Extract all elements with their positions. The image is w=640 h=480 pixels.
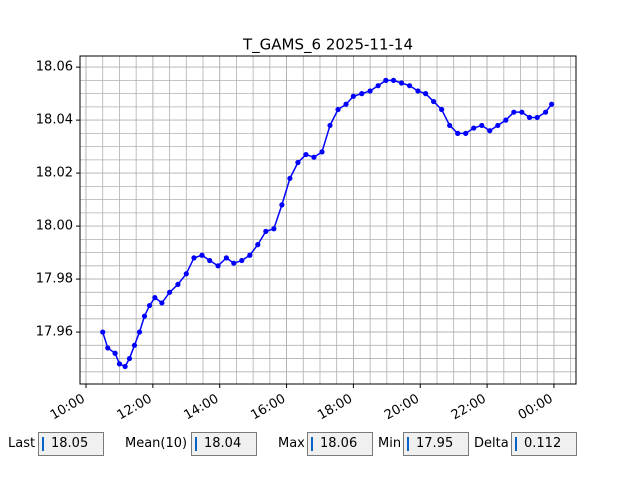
- data-point: [105, 345, 111, 351]
- data-point: [116, 361, 123, 367]
- status-label: Delta: [474, 436, 509, 451]
- data-point: [406, 83, 413, 89]
- data-point: [431, 98, 437, 105]
- data-point: [327, 122, 333, 129]
- data-point: [526, 114, 533, 121]
- x-tick-label: 14:00: [182, 392, 222, 424]
- status-value: 0.112: [511, 432, 577, 456]
- data-point: [215, 263, 221, 269]
- y-tick-label: 18.00: [36, 219, 73, 234]
- x-tick-label: 00:00: [516, 392, 556, 424]
- data-point: [112, 350, 118, 356]
- chart: T_GAMS_6 2025-11-14 17.96 17.98 18.00 18.02…: [36, 36, 577, 424]
- data-point: [359, 91, 365, 97]
- data-point: [447, 122, 453, 129]
- data-point: [152, 295, 158, 301]
- data-point: [263, 228, 269, 234]
- status-label: Mean(10): [125, 436, 188, 451]
- data-point: [375, 83, 381, 89]
- data-point: [367, 88, 373, 94]
- data-point: [287, 175, 293, 182]
- data-point: [175, 281, 181, 287]
- chart-title: T_GAMS_6 2025-11-14: [242, 36, 413, 55]
- data-point: [231, 260, 237, 266]
- data-point: [183, 271, 189, 277]
- data-point: [279, 202, 285, 208]
- data-point: [199, 252, 205, 258]
- data-point: [303, 151, 309, 158]
- data-point: [549, 101, 555, 107]
- data-point: [131, 342, 138, 348]
- data-point: [542, 109, 549, 115]
- data-point: [422, 91, 429, 97]
- data-point: [239, 257, 245, 264]
- data-point: [503, 117, 509, 123]
- x-tick-label: 20:00: [382, 392, 422, 424]
- data-point: [495, 122, 501, 129]
- data-point: [383, 77, 389, 83]
- data-point: [350, 93, 357, 99]
- data-point: [271, 226, 277, 232]
- status-value: 18.05: [38, 432, 104, 456]
- data-point: [159, 300, 165, 306]
- data-point: [471, 125, 477, 131]
- y-tick-label: 17.96: [36, 325, 73, 340]
- x-tick-label: 12:00: [115, 392, 155, 424]
- x-tick-label: 18:00: [315, 392, 355, 424]
- status-bar: Last 18.05 Mean(10) 18.04 Max 18.06 Min 17.95 De…: [0, 432, 640, 458]
- data-point: [146, 302, 153, 309]
- status-label: Min: [378, 436, 402, 451]
- data-point: [519, 109, 525, 115]
- data-point: [122, 363, 128, 370]
- data-point: [439, 106, 445, 113]
- data-point: [415, 88, 421, 94]
- y-tick-label: 17.98: [36, 272, 73, 287]
- x-tick-label: 10:00: [48, 392, 88, 424]
- status-label: Max: [278, 436, 305, 451]
- y-tick-label: 18.04: [36, 113, 73, 128]
- data-point: [398, 80, 405, 86]
- data-point: [487, 128, 493, 134]
- data-point: [479, 122, 485, 129]
- data-point: [247, 252, 253, 258]
- data-point: [191, 255, 197, 261]
- status-value: 18.06: [307, 432, 373, 456]
- status-label: Last: [8, 436, 36, 451]
- status-value: 18.04: [191, 432, 257, 456]
- data-point: [295, 159, 301, 166]
- plot-frame: [79, 55, 577, 385]
- data-point: [255, 242, 261, 248]
- x-tick-label: 22:00: [449, 392, 489, 424]
- data-point: [463, 130, 469, 136]
- y-tick-label: 18.06: [36, 60, 73, 75]
- data-point: [166, 289, 173, 295]
- data-point: [141, 313, 148, 319]
- data-point: [343, 101, 349, 107]
- data-point: [311, 154, 317, 160]
- data-point: [100, 329, 106, 335]
- x-tick-label: 16:00: [248, 392, 288, 424]
- data-point: [455, 130, 461, 136]
- data-point: [207, 257, 213, 264]
- data-point: [511, 109, 517, 115]
- data-point: [126, 355, 133, 362]
- data-point: [335, 106, 341, 113]
- data-point: [534, 114, 540, 121]
- data-point: [390, 77, 397, 83]
- data-point: [136, 329, 143, 335]
- data-line: [102, 79, 553, 368]
- data-point: [319, 149, 325, 155]
- y-tick-label: 18.02: [36, 166, 73, 181]
- status-value: 17.95: [403, 432, 469, 456]
- data-point: [223, 255, 229, 261]
